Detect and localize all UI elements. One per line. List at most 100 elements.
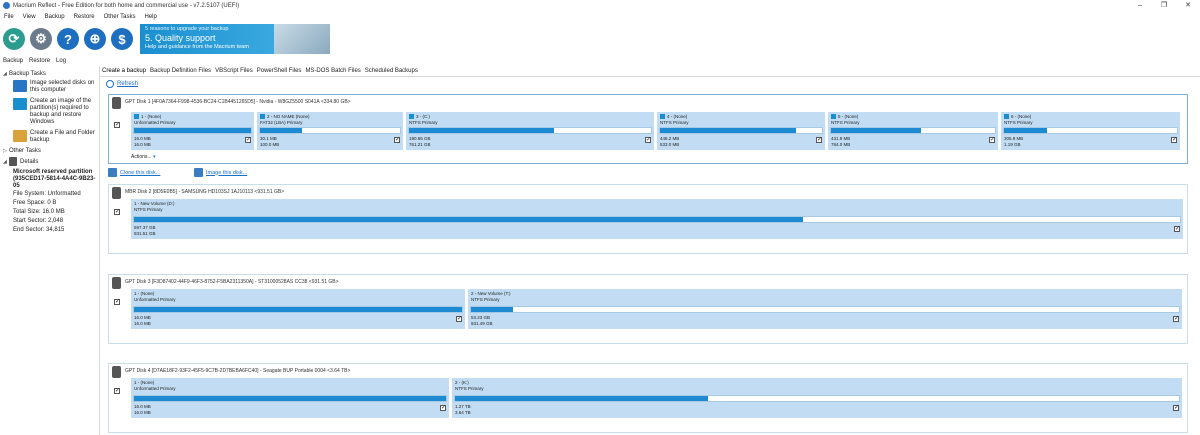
app-icon (3, 2, 10, 9)
windows-icon (260, 114, 265, 120)
partition-checkbox[interactable]: ✓ (989, 137, 996, 143)
main-panel: Create a backup Backup Definition Files … (100, 66, 1200, 435)
restore-button[interactable]: ❐ (1160, 2, 1168, 9)
tab-backup[interactable]: Backup (3, 58, 24, 64)
banner-line1: 5 reasons to upgrade your backup (145, 26, 229, 32)
details-header[interactable]: ◢ Details (3, 157, 96, 166)
task-image-windows[interactable]: Create an image of the partition(s) requ… (13, 98, 96, 126)
partition-checkbox[interactable]: ✓ (440, 405, 447, 411)
help-icon[interactable]: ? (57, 28, 79, 50)
partition-block[interactable]: 1 - New Volume (D:) NTFS Primary 597.37 GB… (131, 199, 1183, 239)
partition-checkbox[interactable]: ✓ (645, 137, 652, 143)
task-image-disks[interactable]: Image selected disks on this computer (13, 80, 96, 94)
partition-title: 6 - (None) (1004, 114, 1031, 120)
menu-help[interactable]: Help (144, 13, 157, 20)
disk-checkbox[interactable]: ✓ (114, 122, 121, 128)
partition-block[interactable]: 1 - (None) Unformatted Primary 16.0 MB 16.0… (131, 378, 449, 418)
total-size: 3.64 TB (455, 410, 471, 415)
usage-bar (470, 306, 1180, 313)
sidebar: ◢ Backup Tasks Image selected disks on t… (0, 66, 100, 435)
partition-title: 1 - (None) (134, 114, 162, 120)
tab-backup-definitions[interactable]: Backup Definition Files (150, 68, 212, 74)
partition-name: 1 - (None) (141, 114, 162, 119)
tab-create-backup[interactable]: Create a backup (102, 68, 147, 74)
partition-type: NTFS Primary (409, 120, 438, 125)
usage-bar (133, 395, 447, 402)
minimize-button[interactable]: – (1138, 2, 1142, 9)
dollar-icon[interactable]: $ (111, 28, 133, 50)
partition-type: Unformatted Primary (134, 297, 176, 302)
partition-block[interactable]: 3 - (C:) NTFS Primary 190.66 GB 761.21 GB ✓ (406, 112, 654, 150)
disk-header: MBR Disk 2 [8D5E0B5] - SAMSUNG HD103SJ 1… (125, 189, 285, 195)
tab-msdos[interactable]: MS-DOS Batch Files (305, 68, 361, 74)
detail-row: End Sector: 34,815 (13, 227, 65, 233)
partition-block[interactable]: 1 - (None) Unformatted Primary 16.0 MB 16.0… (131, 112, 254, 150)
partition-block[interactable]: 2 - (K:) NTFS Primary 1.27 TB 3.64 TB ✓ (452, 378, 1182, 418)
globe-icon[interactable]: ⊕ (84, 28, 106, 50)
image-disk-link[interactable]: Image this disk... (194, 168, 247, 177)
partition-block[interactable]: 2 - NO NAME (None) FAT32 (LBA) Primary 30.… (257, 112, 403, 150)
tab-restore[interactable]: Restore (29, 58, 51, 64)
tab-scheduled[interactable]: Scheduled Backups (364, 68, 418, 74)
usage-fill (1004, 128, 1048, 133)
backup-tasks-header[interactable]: ◢ Backup Tasks (3, 71, 96, 77)
actions-label: Actions... (131, 154, 152, 160)
partition-block[interactable]: 5 - (None) NTFS Primary 431.9 MB 784.0 MB ✓ (828, 112, 998, 150)
menu-other-tasks[interactable]: Other Tasks (103, 13, 136, 20)
used-size: 16.0 MB (134, 136, 151, 141)
clone-disk-link[interactable]: Clone this disk... (108, 168, 160, 177)
usage-bar (830, 127, 996, 134)
gear-icon[interactable]: ⚙ (30, 28, 52, 50)
partition-name: 2 - New Volume (T:) (471, 291, 511, 296)
partition-block[interactable]: 4 - (None) NTFS Primary 448.2 MB 533.0 MB ✓ (657, 112, 825, 150)
tab-powershell[interactable]: PowerShell Files (256, 68, 302, 74)
disk-panel[interactable]: GPT Disk 1 [4F0A7364-F998-4536-BC24-C1B4… (108, 94, 1188, 164)
used-size: 431.9 MB (831, 136, 851, 141)
menu-backup[interactable]: Backup (44, 13, 65, 20)
tab-log[interactable]: Log (56, 58, 67, 64)
tab-vbscript[interactable]: VBScript Files (215, 68, 253, 74)
partition-checkbox[interactable]: ✓ (1174, 226, 1181, 232)
task-label: Create an image of the partition(s) requ… (30, 98, 92, 125)
disk-header: GPT Disk 3 [F3D87402-44F9-46F3-8752-F5BA… (125, 279, 339, 285)
usage-fill (471, 307, 514, 312)
total-size: 16.0 MB (134, 410, 151, 415)
backup-icon[interactable]: ⟳ (3, 28, 25, 50)
partition-checkbox[interactable]: ✓ (245, 137, 252, 143)
usage-bar (133, 216, 1181, 223)
hard-disk-icon (112, 97, 121, 109)
refresh-link[interactable]: Refresh (106, 80, 138, 88)
partition-block[interactable]: 1 - (None) Unformatted Primary 16.0 MB 16.0… (131, 289, 465, 329)
partition-checkbox[interactable]: ✓ (816, 137, 823, 143)
menu-view[interactable]: View (22, 13, 36, 20)
partition-checkbox[interactable]: ✓ (456, 316, 463, 322)
task-file-backup[interactable]: Create a File and Folder backup (13, 130, 96, 144)
disk-header: GPT Disk 1 [4F0A7364-F998-4536-BC24-C1B4… (125, 99, 351, 105)
partition-block[interactable]: 6 - (None) NTFS Primary 305.9 MB 1.19 GB ✓ (1001, 112, 1180, 150)
close-button[interactable]: ✕ (1185, 2, 1191, 9)
hard-disk-icon (112, 277, 121, 289)
partition-checkbox[interactable]: ✓ (1173, 405, 1180, 411)
actions-menu[interactable]: Actions... ▾ (131, 154, 155, 160)
partition-block[interactable]: 2 - New Volume (T:) NTFS Primary 53.23 GB 9… (468, 289, 1182, 329)
menu-file[interactable]: File (4, 13, 14, 20)
upgrade-banner[interactable]: 5 reasons to upgrade your backup 5. Qual… (140, 24, 330, 54)
partition-title: 3 - (C:) (409, 114, 430, 120)
partition-checkbox[interactable]: ✓ (394, 137, 401, 143)
toolbar: ⟳ ⚙ ? ⊕ $ 5 reasons to upgrade your back… (0, 22, 1200, 56)
disk-checkbox[interactable]: ✓ (114, 388, 121, 394)
partition-checkbox[interactable]: ✓ (1173, 316, 1180, 322)
total-size: 931.51 GB (134, 231, 156, 236)
disk-panel[interactable]: GPT Disk 3 [F3D87402-44F9-46F3-8752-F5BA… (108, 274, 1188, 344)
task-label: Create a File and Folder backup (30, 130, 95, 143)
disk-panel[interactable]: GPT Disk 4 [D7AE18F2-93F2-45F5-9C7B-2D7B… (108, 363, 1188, 433)
disk-checkbox[interactable]: ✓ (114, 209, 121, 215)
window-title: Macrium Reflect - Free Edition for both … (13, 2, 240, 9)
disk-panel[interactable]: MBR Disk 2 [8D5E0B5] - SAMSUNG HD103SJ 1… (108, 184, 1188, 254)
other-tasks-header[interactable]: ▷ Other Tasks (3, 148, 96, 154)
detail-title: Microsoft reserved partition (935CED17-5… (13, 169, 96, 189)
menu-restore[interactable]: Restore (73, 13, 95, 20)
disk-checkbox[interactable]: ✓ (114, 299, 121, 305)
partition-checkbox[interactable]: ✓ (1171, 137, 1178, 143)
view-tabs: Backup Restore Log (0, 56, 100, 66)
